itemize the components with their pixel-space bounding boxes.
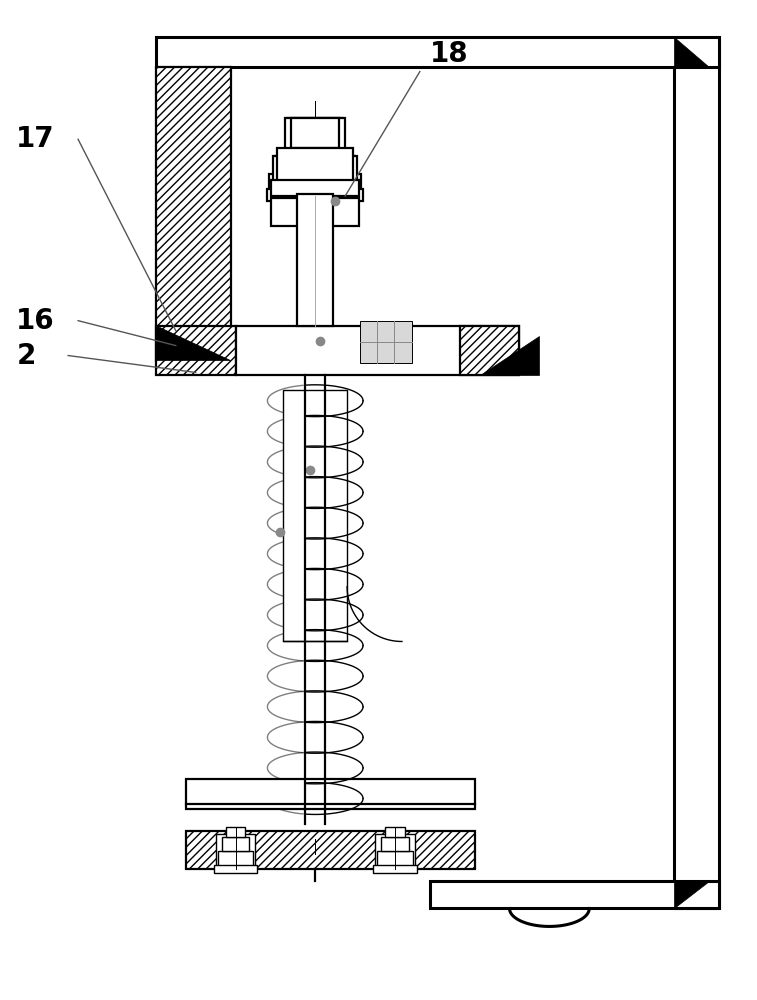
Text: 18: 18 [430, 40, 469, 68]
Bar [459, 326, 519, 375]
Bar [226, 827, 245, 837]
Bar [217, 851, 254, 869]
Bar [360, 321, 412, 363]
Bar [273, 156, 357, 193]
Bar [276, 156, 355, 174]
Polygon shape [674, 881, 709, 908]
Bar [216, 834, 255, 866]
Bar [156, 67, 231, 361]
Bar [277, 148, 353, 183]
Bar [267, 189, 363, 201]
Bar [156, 37, 718, 67]
Text: 16: 16 [17, 307, 55, 335]
Bar [298, 194, 333, 326]
Bar [269, 174, 361, 196]
Bar [385, 827, 405, 837]
Bar [185, 779, 475, 809]
Text: 17: 17 [17, 125, 55, 153]
Bar [373, 865, 417, 873]
Bar [213, 865, 257, 873]
Bar [235, 326, 519, 375]
Text: 2: 2 [17, 342, 36, 370]
Bar [272, 180, 359, 196]
Bar [272, 198, 359, 226]
Bar [222, 837, 250, 851]
Bar [674, 42, 718, 908]
Polygon shape [156, 326, 231, 361]
Bar [285, 118, 345, 158]
Polygon shape [674, 37, 709, 67]
Bar [375, 834, 415, 866]
Bar [291, 118, 339, 148]
Bar [288, 118, 343, 156]
Polygon shape [480, 336, 540, 375]
Bar [381, 837, 409, 851]
Bar [377, 851, 413, 869]
Bar [185, 831, 475, 869]
Bar [283, 390, 347, 641]
Bar [430, 881, 718, 908]
Bar [156, 326, 235, 375]
